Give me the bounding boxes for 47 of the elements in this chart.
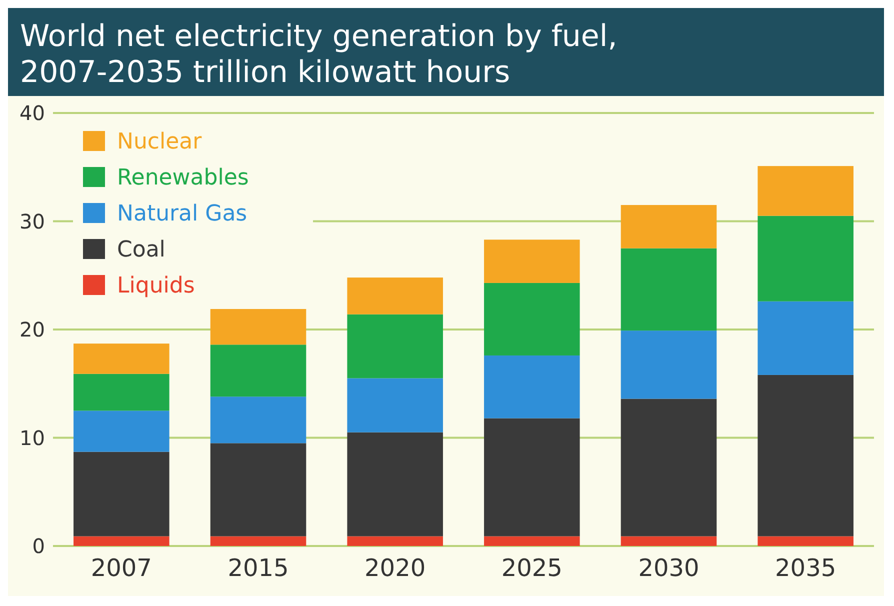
bar [210,344,306,397]
legend-label: Renewables [117,166,249,191]
x-tick-label: 2020 [364,554,426,582]
bar [620,248,717,331]
bar [484,536,580,546]
x-tick-label: 2035 [775,554,836,582]
chart-title: World net electricity generation by fuel, 2007-2035 trillion kilowatt hours [20,19,618,90]
bar [620,330,717,399]
bar [758,301,854,375]
bar [758,216,854,302]
bar [347,314,443,378]
bar [74,344,170,374]
legend-label: Coal [117,238,166,263]
bar [347,432,443,536]
legend-label: Nuclear [117,130,203,155]
y-tick-label: 10 [20,426,45,450]
bar [74,536,170,546]
x-tick-label: 2015 [228,554,289,582]
bar [484,355,580,418]
bar [758,166,854,216]
bar [620,205,717,248]
x-tick-label: 2007 [90,554,152,582]
bar [347,278,443,314]
bar [484,282,580,356]
bar [620,536,717,546]
legend-label: Natural Gas [117,202,248,227]
y-tick-label: 20 [20,318,45,342]
bar [210,308,306,345]
x-tick-label: 2025 [501,554,562,582]
x-tick-label: 2030 [638,554,700,582]
bar [210,443,306,536]
bar [758,374,854,536]
y-tick-label: 0 [32,534,45,558]
bar [74,452,170,536]
bar [74,410,170,452]
bar [758,536,854,546]
bar [347,536,443,546]
bar [210,396,306,444]
bar [620,398,717,536]
bar [347,378,443,432]
legend-label: Liquids [117,274,195,299]
bar [210,536,306,546]
bar [74,374,170,411]
y-tick-label: 30 [20,209,45,234]
bar [484,418,580,536]
bar [484,240,580,283]
y-tick-label: 40 [20,101,45,125]
